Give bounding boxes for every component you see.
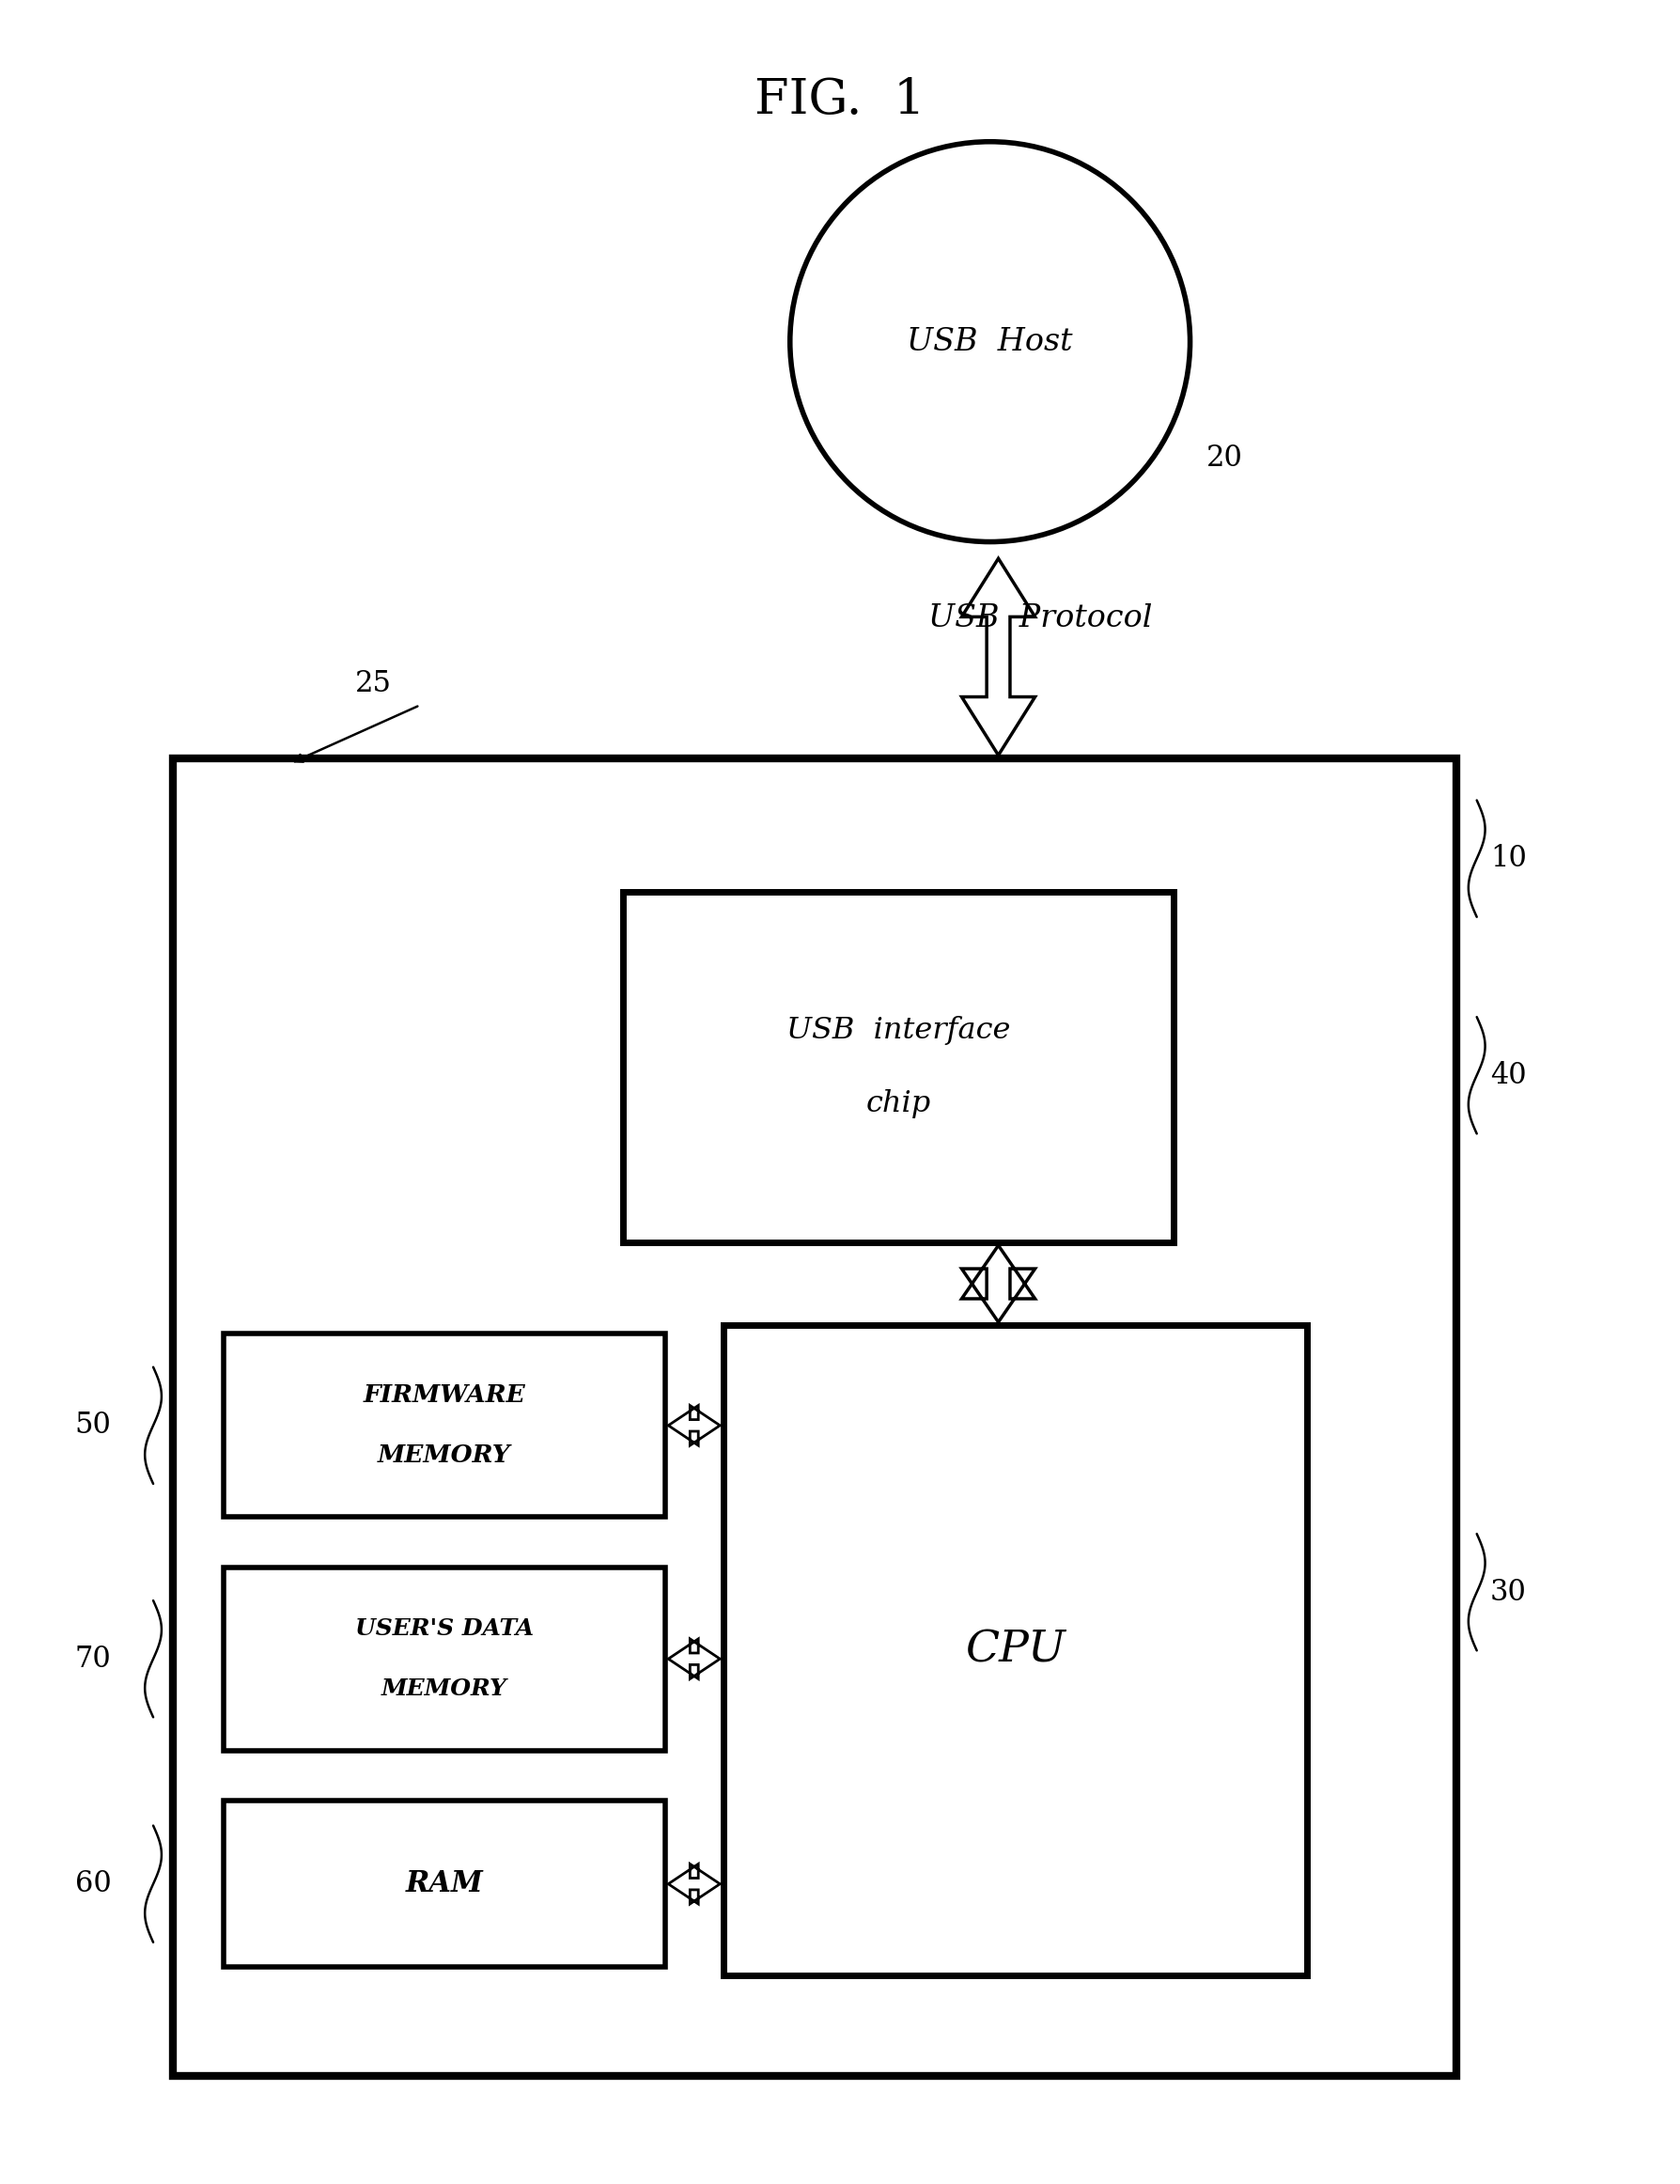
Text: 10: 10 [1490,843,1527,874]
Text: chip: chip [865,1090,931,1118]
Bar [623,891,1173,1243]
Text: 25: 25 [354,668,391,699]
Text: FIRMWARE: FIRMWARE [363,1385,526,1406]
Text: RAM: RAM [405,1870,482,1898]
Text: 50: 50 [76,1411,111,1439]
Text: 60: 60 [76,1870,111,1898]
Text: USER'S DATA: USER'S DATA [354,1618,534,1640]
Text: USB  interface: USB interface [786,1016,1010,1044]
Text: USB  Protocol: USB Protocol [927,603,1152,633]
Text: USB  Host: USB Host [907,328,1074,356]
Text: CPU: CPU [964,1629,1065,1671]
Bar [223,1568,665,1752]
Bar [223,1800,665,1968]
Text: 70: 70 [76,1645,111,1673]
Text: 30: 30 [1490,1577,1527,1607]
Text: 20: 20 [1206,443,1243,474]
Text: FIG.  1: FIG. 1 [754,76,926,124]
Bar [173,758,1457,2075]
Text: 40: 40 [1490,1061,1527,1090]
Text: MEMORY: MEMORY [381,1677,507,1699]
Text: MEMORY: MEMORY [378,1444,511,1468]
Bar [223,1334,665,1518]
Bar [724,1326,1307,1977]
